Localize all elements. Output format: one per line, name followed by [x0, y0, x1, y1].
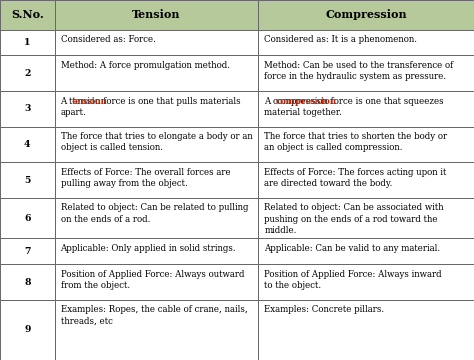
Bar: [0, 300, 55, 360]
Bar: [0, 0, 55, 30]
Text: A tension force is one that pulls materials
apart.: A tension force is one that pulls materi…: [61, 96, 241, 117]
Text: tension: tension: [72, 96, 108, 105]
Text: Related to object: Can be associated with
pushing on the ends of a rod toward th: Related to object: Can be associated wit…: [264, 203, 444, 235]
Bar: [0, 264, 55, 300]
Bar: [258, 198, 474, 238]
Bar: [55, 55, 258, 91]
Text: Considered as: It is a phenomenon.: Considered as: It is a phenomenon.: [264, 35, 417, 44]
Text: Considered as: Force.: Considered as: Force.: [61, 35, 155, 44]
Text: Effects of Force: The forces acting upon it
are directed toward the body.: Effects of Force: The forces acting upon…: [264, 168, 447, 188]
Bar: [0, 127, 55, 162]
Text: 7: 7: [24, 247, 30, 256]
Text: The force that tries to shorten the body or
an object is called compression.: The force that tries to shorten the body…: [264, 132, 447, 152]
Text: Examples: Concrete pillars.: Examples: Concrete pillars.: [264, 305, 384, 314]
Bar: [258, 0, 474, 30]
Text: Related to object: Can be related to pulling
on the ends of a rod.: Related to object: Can be related to pul…: [61, 203, 248, 224]
Bar: [55, 30, 258, 55]
Bar: [0, 162, 55, 198]
Bar: [0, 30, 55, 55]
Bar: [0, 238, 55, 264]
Text: 9: 9: [24, 325, 30, 334]
Text: Method: A force promulgation method.: Method: A force promulgation method.: [61, 61, 229, 70]
Bar: [55, 91, 258, 127]
Bar: [258, 264, 474, 300]
Text: 2: 2: [24, 69, 30, 78]
Bar: [55, 162, 258, 198]
Text: A compression force is one that squeezes
material together.: A compression force is one that squeezes…: [264, 96, 444, 117]
Bar: [55, 127, 258, 162]
Text: Tension: Tension: [132, 9, 181, 20]
Bar: [0, 91, 55, 127]
Bar: [55, 300, 258, 360]
Bar: [258, 162, 474, 198]
Text: Compression: Compression: [325, 9, 407, 20]
Text: The force that tries to elongate a body or an
object is called tension.: The force that tries to elongate a body …: [61, 132, 252, 152]
Bar: [0, 198, 55, 238]
Bar: [258, 238, 474, 264]
Bar: [258, 91, 474, 127]
Text: Position of Applied Force: Always outward
from the object.: Position of Applied Force: Always outwar…: [61, 270, 244, 290]
Text: compression: compression: [276, 96, 337, 105]
Text: 1: 1: [24, 38, 30, 47]
Bar: [258, 300, 474, 360]
Text: Applicable: Can be valid to any material.: Applicable: Can be valid to any material…: [264, 244, 440, 253]
Bar: [55, 198, 258, 238]
Bar: [0, 55, 55, 91]
Text: 8: 8: [24, 278, 30, 287]
Text: Examples: Ropes, the cable of crane, nails,
threads, etc: Examples: Ropes, the cable of crane, nai…: [61, 305, 247, 325]
Text: S.No.: S.No.: [11, 9, 44, 20]
Text: Effects of Force: The overall forces are
pulling away from the object.: Effects of Force: The overall forces are…: [61, 168, 230, 188]
Text: 6: 6: [24, 213, 30, 222]
Text: Method: Can be used to the transference of
force in the hydraulic system as pres: Method: Can be used to the transference …: [264, 61, 454, 81]
Text: 4: 4: [24, 140, 30, 149]
Text: Applicable: Only applied in solid strings.: Applicable: Only applied in solid string…: [61, 244, 236, 253]
Bar: [258, 127, 474, 162]
Bar: [55, 0, 258, 30]
Bar: [258, 55, 474, 91]
Bar: [55, 238, 258, 264]
Text: 5: 5: [24, 176, 30, 185]
Text: 3: 3: [24, 104, 30, 113]
Bar: [258, 30, 474, 55]
Bar: [55, 264, 258, 300]
Text: Position of Applied Force: Always inward
to the object.: Position of Applied Force: Always inward…: [264, 270, 442, 290]
